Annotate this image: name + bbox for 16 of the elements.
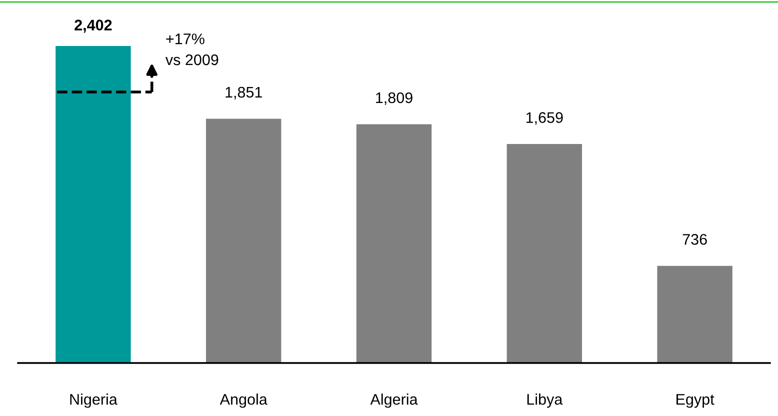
- data-label: 1,809: [376, 92, 412, 105]
- data-label: 1,851: [226, 86, 262, 100]
- x-tick-label: Algeria: [370, 394, 418, 408]
- x-tick-label: Libya: [527, 394, 563, 408]
- annotation: +17% vs 2009: [165, 34, 218, 66]
- bar: [506, 144, 582, 363]
- x-tick-label: Angola: [220, 394, 268, 408]
- data-label: 1,659: [526, 112, 563, 125]
- bar: [206, 118, 282, 363]
- bar: [657, 266, 732, 363]
- x-tick-label: Egypt: [676, 394, 714, 408]
- data-label: 2,402: [74, 20, 112, 33]
- bar: [56, 46, 131, 363]
- x-tick-label: Nigeria: [70, 394, 118, 408]
- data-label: 736: [682, 234, 707, 245]
- bar: [356, 124, 432, 363]
